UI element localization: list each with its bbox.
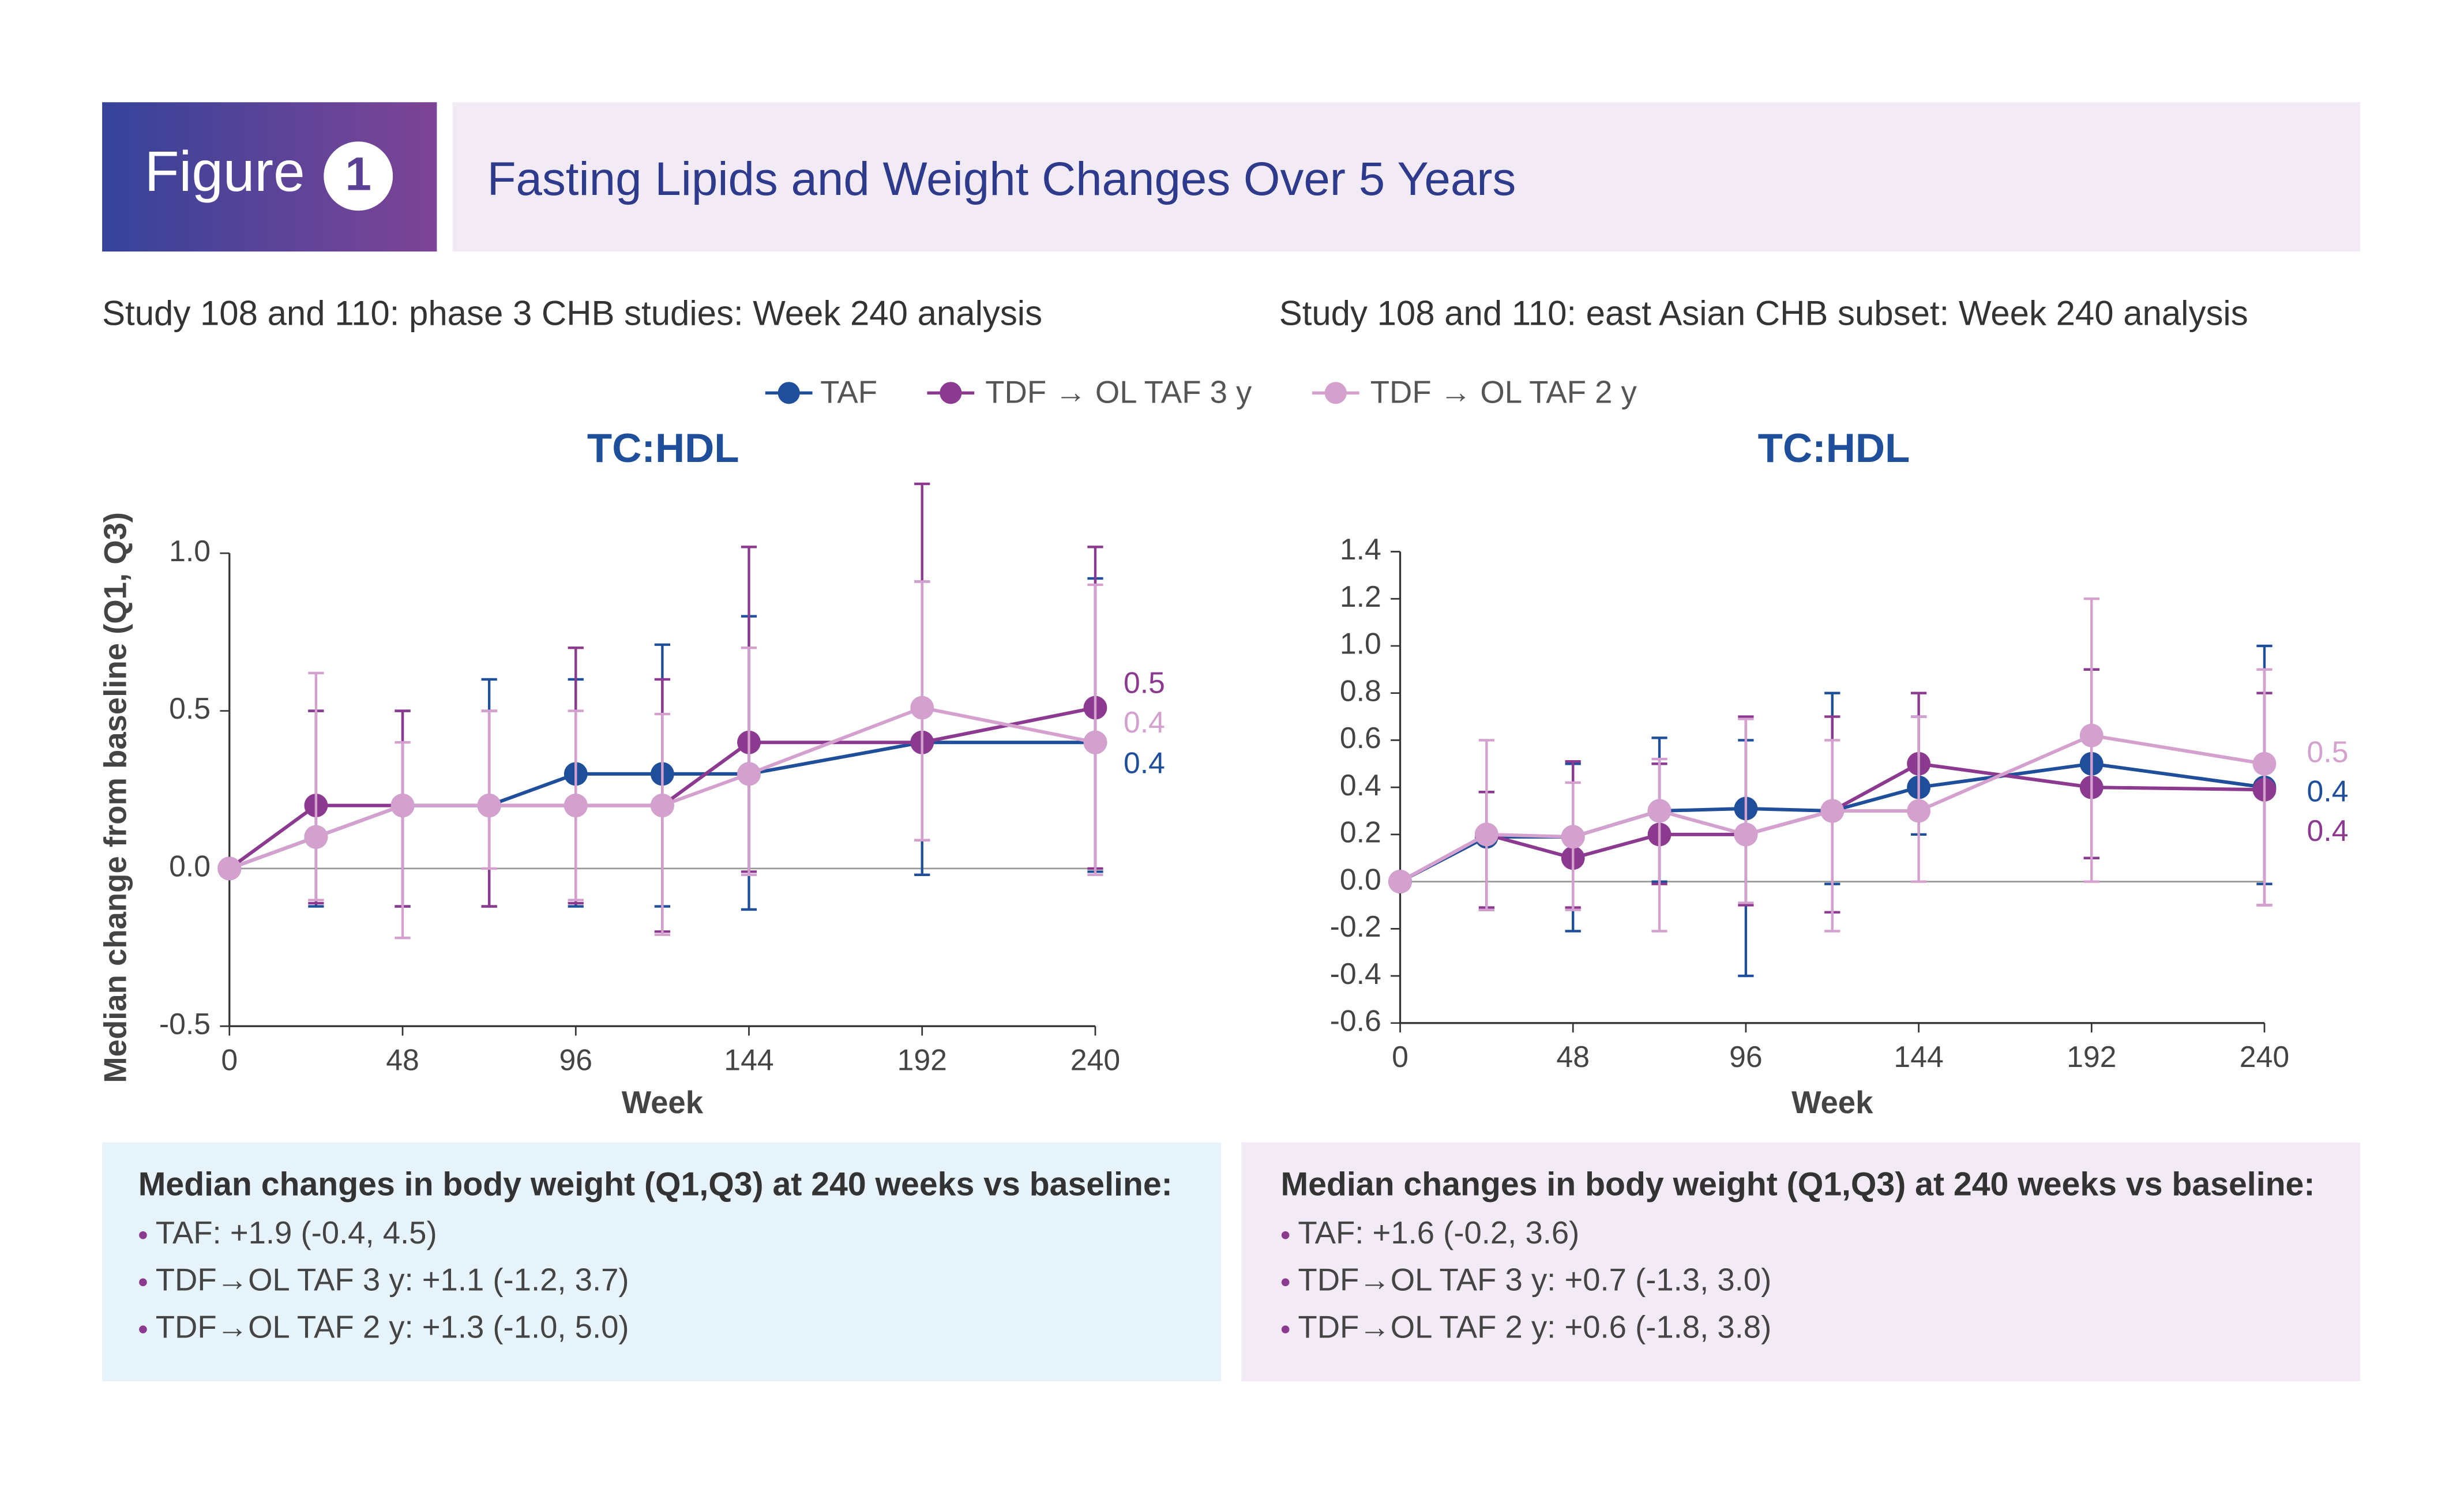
figure-number-circle [324, 141, 393, 211]
weight-item: TDF→OL TAF 2 y: +0.6 (-1.8, 3.8) [1298, 1309, 1771, 1344]
legend-marker [940, 382, 962, 404]
weight-item: TDF→OL TAF 3 y: +0.7 (-1.3, 3.0) [1298, 1262, 1771, 1298]
point [1388, 870, 1412, 894]
end-label: 0.5 [1124, 666, 1165, 700]
point [1083, 730, 1107, 754]
chart-title: TC:HDL [587, 426, 739, 471]
x-tick-label: 192 [897, 1043, 947, 1077]
legend-label: TAF [820, 374, 877, 409]
y-tick-label: 1.0 [169, 534, 211, 568]
point [564, 794, 588, 818]
bullet [139, 1278, 147, 1287]
legend-label: TDF → OL TAF 2 y [1370, 374, 1637, 409]
x-tick-label: 48 [1556, 1040, 1590, 1073]
point [1820, 799, 1845, 823]
bullet [139, 1325, 147, 1333]
point [477, 794, 501, 818]
x-tick-label: 96 [559, 1043, 592, 1077]
x-axis-label: Week [1791, 1085, 1873, 1120]
end-label: 0.4 [1124, 746, 1165, 780]
y-tick-label: -0.6 [1330, 1004, 1381, 1037]
point [650, 794, 674, 818]
y-tick-label: 1.2 [1340, 580, 1381, 613]
y-tick-label: 0.4 [1340, 768, 1381, 802]
end-label: 0.5 [2307, 735, 2349, 769]
legend-label: TDF → OL TAF 3 y [985, 374, 1252, 409]
figure-number: 1 [345, 148, 371, 201]
y-tick-label: 0.8 [1340, 674, 1381, 707]
point [1561, 825, 1585, 849]
point [390, 794, 415, 818]
x-tick-label: 96 [1729, 1040, 1763, 1073]
weight-item: TDF→OL TAF 2 y: +1.3 (-1.0, 5.0) [156, 1309, 629, 1344]
weight-item: TDF→OL TAF 3 y: +1.1 (-1.2, 3.7) [156, 1262, 629, 1298]
y-tick-label: 0.2 [1340, 816, 1381, 849]
x-tick-label: 144 [1894, 1040, 1943, 1073]
y-tick-label: 1.4 [1340, 532, 1381, 566]
bullet [1281, 1325, 1290, 1333]
x-axis-label: Week [622, 1085, 704, 1120]
y-tick-label: 0.0 [1340, 862, 1381, 896]
end-label: 0.4 [2307, 814, 2349, 847]
x-tick-label: 48 [386, 1043, 419, 1077]
bullet [1281, 1278, 1290, 1287]
point [1474, 822, 1498, 847]
point [737, 762, 761, 786]
x-tick-label: 192 [2067, 1040, 2116, 1073]
point [1734, 822, 1758, 847]
legend-marker [1324, 382, 1347, 404]
y-tick-label: -0.4 [1330, 957, 1381, 990]
subtitle: Study 108 and 110: east Asian CHB subset… [1279, 294, 2248, 333]
x-tick-label: 240 [1071, 1043, 1120, 1077]
figure-label: Figure [145, 140, 305, 203]
weight-item: TAF: +1.6 (-0.2, 3.6) [1298, 1215, 1579, 1250]
point [2079, 723, 2104, 747]
x-tick-label: 0 [221, 1043, 238, 1077]
weight-item: TAF: +1.9 (-0.4, 4.5) [156, 1215, 437, 1250]
point [2252, 751, 2277, 776]
bullet [1281, 1231, 1290, 1239]
point [1647, 799, 1672, 823]
y-axis-label: Median change from baseline (Q1, Q3) [98, 512, 133, 1083]
weight-box [102, 1142, 1221, 1382]
x-tick-label: 0 [1392, 1040, 1408, 1073]
legend-marker [777, 382, 800, 404]
y-tick-label: -0.2 [1330, 910, 1381, 943]
point [1907, 799, 1931, 823]
point [304, 825, 328, 849]
x-tick-label: 240 [2240, 1040, 2289, 1073]
y-tick-label: 1.0 [1340, 627, 1381, 660]
point [217, 856, 242, 881]
y-tick-label: 0.0 [169, 850, 211, 883]
bullet [139, 1231, 147, 1239]
y-tick-label: -0.5 [159, 1007, 211, 1040]
weight-heading: Median changes in body weight (Q1,Q3) at… [138, 1166, 1173, 1203]
end-label: 0.4 [1124, 705, 1165, 739]
figure-title: Fasting Lipids and Weight Changes Over 5… [487, 153, 1516, 205]
title-banner [452, 102, 2361, 252]
y-tick-label: 0.6 [1340, 721, 1381, 754]
subtitle: Study 108 and 110: phase 3 CHB studies: … [102, 294, 1042, 333]
chart-title: TC:HDL [1758, 426, 1910, 471]
x-tick-label: 144 [724, 1043, 773, 1077]
weight-box [1241, 1142, 2361, 1382]
y-tick-label: 0.5 [169, 692, 211, 725]
point [910, 696, 934, 720]
end-label: 0.4 [2307, 775, 2349, 808]
weight-heading: Median changes in body weight (Q1,Q3) at… [1280, 1166, 2315, 1203]
